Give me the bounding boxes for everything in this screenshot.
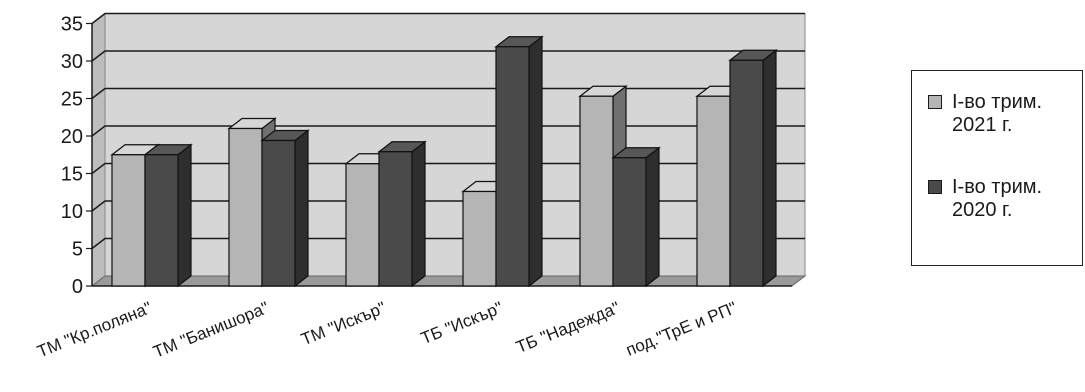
side-wall bbox=[91, 12, 106, 288]
bar-side bbox=[528, 35, 543, 288]
bar-front bbox=[579, 95, 614, 287]
legend: I-во трим. 2021 г. I-во трим. 2020 г. bbox=[911, 70, 1083, 266]
bar bbox=[728, 49, 778, 288]
y-tick-label: 25 bbox=[61, 89, 83, 111]
gridlines bbox=[91, 12, 805, 250]
gridline bbox=[91, 12, 805, 25]
bar bbox=[377, 140, 427, 288]
gridline bbox=[91, 200, 805, 212]
bar-side bbox=[294, 129, 309, 288]
y-tick-label: 35 bbox=[61, 14, 83, 36]
y-tick-label: 15 bbox=[61, 164, 83, 186]
bar-side bbox=[411, 140, 426, 288]
bar-side bbox=[645, 146, 660, 288]
bar-front bbox=[495, 46, 530, 287]
y-axis: 0 5 10 15 20 25 30 35 bbox=[61, 14, 792, 298]
bar bbox=[260, 129, 310, 288]
y-tick-label: 10 bbox=[61, 201, 83, 223]
x-tick-label: ТБ "Надежда" bbox=[513, 298, 622, 357]
bar bbox=[494, 35, 544, 288]
bar-front bbox=[144, 154, 179, 287]
bar bbox=[143, 143, 193, 288]
legend-swatch-2021 bbox=[928, 95, 942, 109]
bar-front bbox=[612, 157, 647, 287]
x-tick-label: ТМ "Искър" bbox=[298, 298, 388, 349]
x-tick-label: ТМ "Банишора" bbox=[150, 298, 271, 362]
gridline bbox=[91, 50, 805, 62]
gridline bbox=[91, 162, 805, 175]
y-tick-label: 0 bbox=[72, 276, 83, 298]
legend-label-2020: I-во трим. 2020 г. bbox=[952, 176, 1043, 221]
x-tick-label: ТБ "Искър" bbox=[418, 298, 505, 348]
gridline bbox=[91, 237, 805, 250]
legend-swatch-2020 bbox=[928, 180, 942, 194]
y-tick-label: 5 bbox=[72, 239, 83, 261]
bar-front bbox=[729, 59, 764, 287]
y-tick-label: 30 bbox=[61, 51, 83, 73]
gridline bbox=[91, 87, 805, 100]
bar-side bbox=[177, 143, 192, 288]
legend-label-2021: I-во трим. 2021 г. bbox=[952, 91, 1043, 136]
y-tick-label: 20 bbox=[61, 126, 83, 148]
bars bbox=[110, 35, 778, 288]
x-axis-labels: ТМ "Кр.поляна"ТМ "Банишора" ТМ "Искър" ТБ … bbox=[35, 298, 740, 362]
bar-front bbox=[378, 151, 413, 287]
bar-front bbox=[696, 95, 731, 287]
bar-front bbox=[228, 127, 263, 287]
bar-front bbox=[462, 190, 497, 287]
gridline bbox=[91, 125, 805, 137]
bar bbox=[611, 146, 661, 288]
bar-front bbox=[345, 163, 380, 287]
bar-front bbox=[261, 139, 296, 287]
x-tick-label: под."ТрЕ и РП" bbox=[623, 298, 739, 360]
bar-front bbox=[111, 154, 146, 287]
x-tick-label: ТМ "Кр.поляна" bbox=[35, 298, 155, 361]
bar-side bbox=[762, 49, 777, 288]
